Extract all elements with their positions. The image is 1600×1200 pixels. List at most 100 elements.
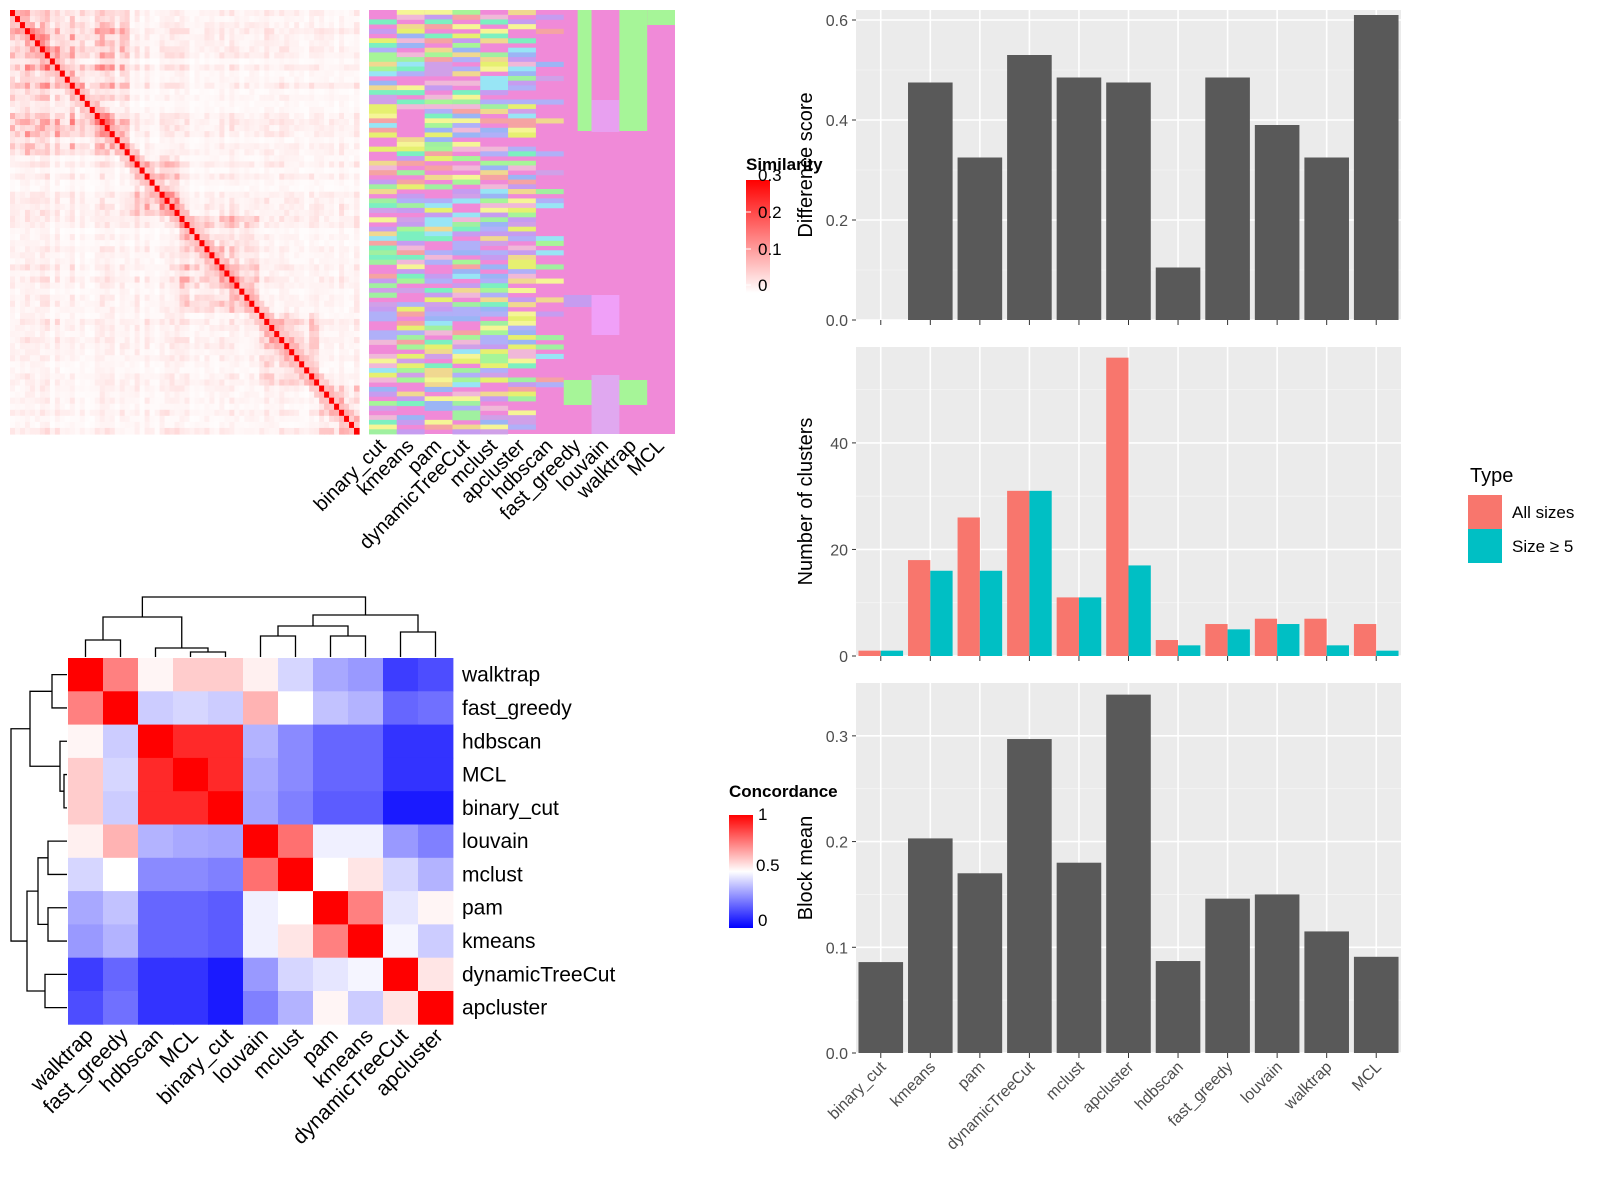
legend-label-size5: Size ≥ 5	[1512, 537, 1573, 556]
number-of-clusters-panel: 0 20 40 Number of clusters	[795, 347, 1401, 666]
x-tick-label: kmeans	[888, 1059, 940, 1111]
concordance-cell	[278, 957, 314, 992]
concordance-cell	[68, 957, 104, 992]
bar-size5	[1227, 629, 1250, 656]
concordance-cell	[173, 791, 209, 825]
y-tick-label: 0.0	[826, 313, 848, 330]
similarity-heatmap	[10, 10, 360, 435]
concordance-legend-tick: 1	[758, 805, 767, 824]
concordance-cell	[418, 791, 454, 825]
concordance-cell	[348, 891, 384, 925]
concordance-cell	[138, 791, 174, 825]
concordance-cell	[138, 691, 174, 725]
concordance-row-label: pam	[462, 897, 503, 920]
concordance-cell	[243, 757, 279, 792]
concordance-cell	[138, 924, 174, 959]
x-tick-label: louvain	[1238, 1059, 1286, 1107]
bar-all-sizes	[1205, 624, 1228, 656]
concordance-cell	[313, 724, 349, 759]
concordance-cell	[103, 757, 139, 792]
bar	[1205, 898, 1250, 1053]
concordance-cell	[383, 691, 419, 725]
concordance-cell	[68, 857, 104, 892]
bar-size5	[1376, 650, 1399, 656]
bar	[957, 873, 1003, 1053]
concordance-cell	[68, 724, 104, 759]
concordance-cell	[348, 857, 384, 892]
concordance-cell	[348, 791, 384, 825]
type-legend: Type All sizes Size ≥ 5	[1468, 465, 1574, 563]
concordance-cell	[313, 658, 349, 692]
concordance-cell	[68, 757, 104, 792]
bar-size5	[1128, 565, 1151, 656]
concordance-cell	[418, 924, 454, 959]
concordance-cell	[103, 891, 139, 925]
bar	[1007, 739, 1052, 1053]
concordance-cell	[418, 757, 454, 792]
concordance-cell	[243, 957, 279, 992]
concordance-cell	[243, 924, 279, 959]
concordance-row-label: fast_greedy	[462, 697, 572, 720]
y-axis-title: Number of clusters	[795, 418, 817, 586]
concordance-cell	[348, 991, 384, 1025]
concordance-cell	[138, 724, 174, 759]
bar-size5	[1178, 645, 1201, 656]
similarity-legend-tick: 0.1	[758, 240, 782, 259]
bar-all-sizes	[1007, 490, 1030, 656]
concordance-row-label: walktrap	[461, 664, 540, 687]
type-legend-title: Type	[1470, 465, 1513, 487]
concordance-cell	[173, 824, 209, 859]
concordance-cell	[138, 757, 174, 792]
concordance-cell	[243, 658, 279, 692]
concordance-cell	[278, 924, 314, 959]
concordance-cell	[103, 991, 139, 1025]
bar-all-sizes	[957, 517, 980, 656]
concordance-cell	[208, 991, 244, 1025]
y-tick-label: 0.4	[826, 113, 848, 130]
concordance-cell	[418, 724, 454, 759]
concordance-cell	[348, 957, 384, 992]
bar	[1254, 894, 1300, 1053]
concordance-legend-tick: 0.5	[756, 856, 780, 875]
concordance-cell	[418, 857, 454, 892]
concordance-cell	[278, 891, 314, 925]
top-dendrogram	[84, 596, 437, 657]
concordance-cell	[278, 857, 314, 892]
concordance-cell	[208, 757, 244, 792]
concordance-cell	[173, 658, 209, 692]
difference-score-panel: 0.0 0.2 0.4 0.6 Difference score	[795, 10, 1401, 330]
concordance-cell	[313, 691, 349, 725]
concordance-cell	[103, 658, 139, 692]
concordance-cell	[243, 824, 279, 859]
y-tick-label: 0.1	[826, 940, 848, 957]
concordance-cell	[418, 658, 454, 692]
concordance-cell	[103, 924, 139, 959]
y-axis-title: Difference score	[795, 92, 817, 237]
x-tick-label: binary_cut	[825, 1058, 890, 1123]
concordance-cell	[173, 857, 209, 892]
concordance-cell	[383, 724, 419, 759]
concordance-cell	[68, 924, 104, 959]
legend-swatch-size5	[1468, 529, 1502, 563]
bar-all-sizes	[858, 650, 881, 656]
concordance-cell	[383, 824, 419, 859]
concordance-cell	[208, 891, 244, 925]
concordance-cell	[243, 724, 279, 759]
concordance-cell	[313, 791, 349, 825]
concordance-cell	[208, 691, 244, 725]
concordance-cell	[208, 957, 244, 992]
legend-label-all-sizes: All sizes	[1512, 503, 1574, 522]
concordance-cell	[243, 791, 279, 825]
concordance-cell	[313, 824, 349, 859]
concordance-cell	[138, 991, 174, 1025]
concordance-row-label: hdbscan	[462, 730, 541, 753]
concordance-cell	[103, 857, 139, 892]
concordance-cell	[138, 891, 174, 925]
concordance-cell	[208, 857, 244, 892]
concordance-cell	[208, 924, 244, 959]
similarity-legend-tick: 0	[758, 276, 767, 295]
concordance-cell	[68, 891, 104, 925]
concordance-cell	[383, 957, 419, 992]
